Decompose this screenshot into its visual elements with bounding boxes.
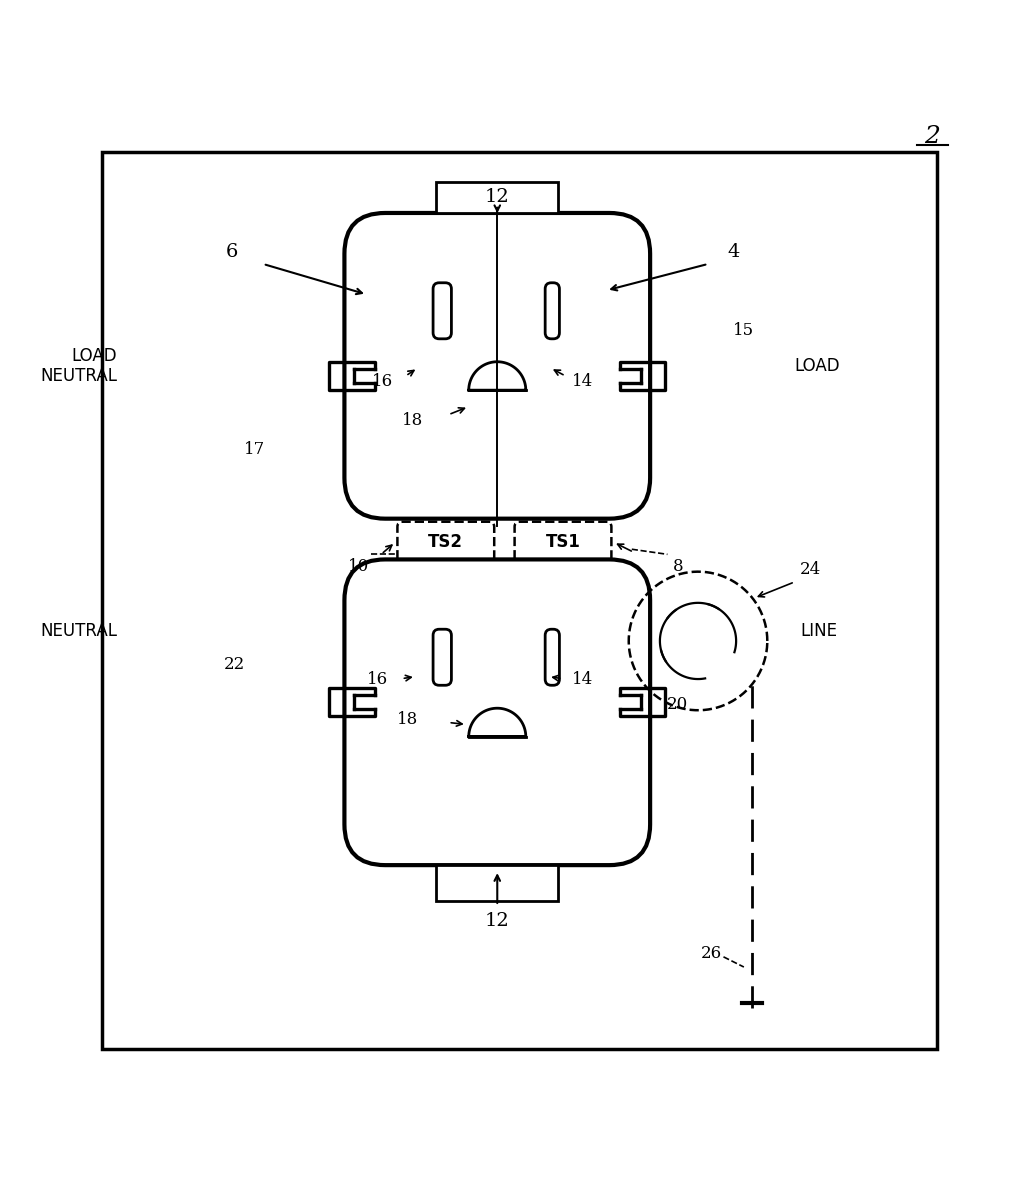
FancyBboxPatch shape	[545, 629, 559, 686]
Text: 12: 12	[485, 912, 510, 930]
Text: 22: 22	[224, 656, 245, 673]
Text: 15: 15	[734, 322, 754, 339]
FancyBboxPatch shape	[397, 522, 494, 563]
Text: 18: 18	[403, 412, 423, 430]
Text: LINE: LINE	[800, 622, 837, 640]
Text: 18: 18	[397, 710, 418, 728]
Text: 8: 8	[673, 558, 683, 575]
Text: TS1: TS1	[545, 533, 581, 551]
FancyBboxPatch shape	[344, 559, 650, 865]
Text: 10: 10	[347, 558, 369, 575]
Bar	[102, 152, 937, 1049]
Text: 16: 16	[372, 373, 392, 389]
Text: 14: 14	[573, 373, 593, 389]
Text: 17: 17	[245, 441, 265, 458]
Text: TS2: TS2	[428, 533, 464, 551]
Text: 6: 6	[226, 243, 238, 261]
FancyBboxPatch shape	[545, 283, 559, 339]
FancyBboxPatch shape	[433, 629, 451, 686]
Text: NEUTRAL: NEUTRAL	[40, 367, 117, 385]
Text: 16: 16	[367, 671, 387, 688]
Text: 26: 26	[701, 945, 721, 962]
Text: 14: 14	[573, 671, 593, 688]
Text: 4: 4	[728, 243, 740, 261]
Text: 24: 24	[800, 562, 820, 578]
FancyBboxPatch shape	[344, 212, 650, 519]
FancyBboxPatch shape	[515, 522, 611, 563]
Text: NEUTRAL: NEUTRAL	[40, 622, 117, 640]
Text: LOAD: LOAD	[71, 347, 117, 365]
Text: 2: 2	[924, 125, 941, 148]
Text: 20: 20	[667, 696, 688, 713]
Bar	[436, 183, 558, 212]
Bar	[436, 865, 558, 900]
Text: 12: 12	[485, 188, 510, 205]
FancyBboxPatch shape	[433, 283, 451, 339]
Text: LOAD: LOAD	[795, 356, 841, 375]
